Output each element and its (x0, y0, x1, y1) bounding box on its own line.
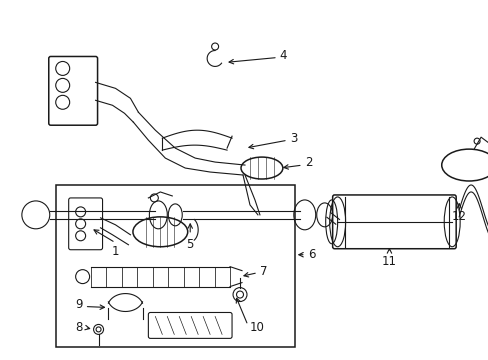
Text: 11: 11 (381, 255, 396, 268)
Text: 9: 9 (75, 298, 82, 311)
Text: 10: 10 (249, 321, 264, 334)
Text: 7: 7 (260, 265, 267, 278)
Text: 3: 3 (289, 132, 297, 145)
Text: 4: 4 (279, 49, 287, 62)
Text: 6: 6 (307, 248, 315, 261)
Text: 8: 8 (75, 321, 82, 334)
Text: 12: 12 (451, 210, 466, 223)
Text: 2: 2 (304, 156, 312, 168)
Bar (56, 185, 294, 347)
Text: 1: 1 (112, 245, 119, 258)
Text: 5: 5 (186, 238, 194, 251)
